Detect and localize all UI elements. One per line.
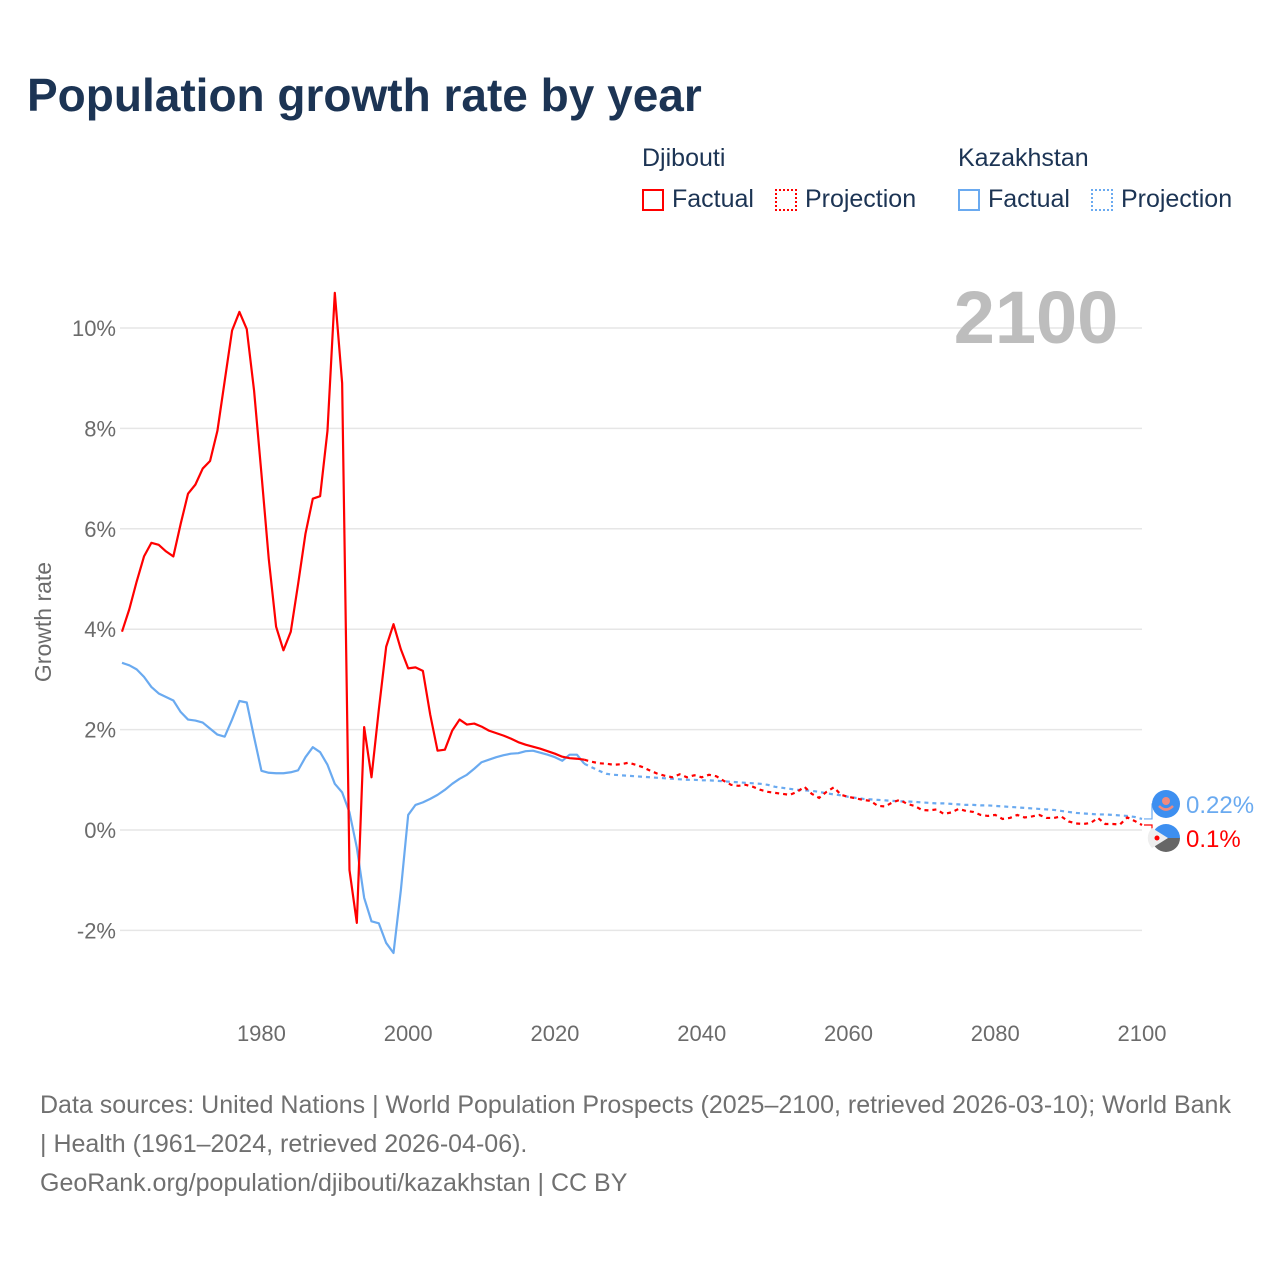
x-tick-label: 2000 (384, 1021, 433, 1046)
legend-swatch-solid (958, 188, 980, 211)
legend-swatch-dotted (1090, 188, 1113, 211)
series-line-kazakhstan-projection (583, 762, 1143, 821)
legend-swatch-solid (642, 188, 664, 211)
data-sources: Data sources: United Nations | World Pop… (40, 1091, 1231, 1158)
legend-label: Factual (672, 185, 754, 213)
x-tick-label: 1980 (237, 1021, 286, 1046)
flag-eagle-icon (1158, 805, 1174, 811)
legend-label: Factual (988, 185, 1070, 213)
legend-item-djibouti-projection[interactable]: Projection (774, 185, 917, 214)
series-line-kazakhstan-factual (121, 661, 586, 955)
y-tick-label: 8% (84, 416, 116, 441)
legend-item-kazakhstan-projection[interactable]: Projection (1090, 185, 1233, 214)
x-tick-label: 2100 (1118, 1021, 1167, 1046)
flag-star-icon (1154, 835, 1160, 841)
legend-group-name: Kazakhstan (958, 144, 1089, 172)
legend-item-kazakhstan-factual[interactable]: Factual (958, 185, 1070, 214)
legend-swatch-dotted (774, 188, 797, 211)
y-tick-label: 10% (72, 316, 116, 341)
y-tick-label: -2% (77, 918, 116, 943)
series-line-djibouti-factual (120, 291, 585, 924)
x-tick-label: 2040 (677, 1021, 726, 1046)
x-tick-label: 2060 (824, 1021, 873, 1046)
chart-title: Population growth rate by year (27, 69, 702, 121)
legend-group-djibouti: Djibouti Factual Projection (642, 144, 930, 218)
legend-item-djibouti-factual[interactable]: Factual (642, 185, 754, 214)
y-axis-title: Growth rate (30, 562, 56, 682)
end-value-label: 0.1% (1186, 826, 1241, 853)
y-tick-label: 0% (84, 818, 116, 843)
legend-group-kazakhstan: Kazakhstan Factual Projection (958, 144, 1232, 218)
y-tick-label: 2% (84, 718, 116, 743)
line-chart: -2% 0% 2% 4% 6% 8% 10% 1980 2000 2020 2040 2060 2080… (30, 276, 1254, 1046)
legend-label: Projection (1120, 185, 1233, 213)
series-line-djibouti-projection (584, 758, 1143, 826)
x-tick-label: 2020 (530, 1021, 579, 1046)
legend-label: Projection (804, 185, 917, 213)
current-year-label: 2100 (954, 276, 1119, 359)
attribution-link[interactable]: GeoRank.org/population/djibouti/kazakhst… (40, 1169, 628, 1197)
flag-sun-icon (1162, 797, 1170, 805)
end-value-label: 0.22% (1186, 792, 1254, 819)
footer: Data sources: United Nations | World Pop… (40, 1086, 1240, 1203)
y-tick-label: 4% (84, 617, 116, 642)
y-tick-label: 6% (84, 517, 116, 542)
x-tick-label: 2080 (971, 1021, 1020, 1046)
legend-group-name: Djibouti (642, 144, 726, 172)
